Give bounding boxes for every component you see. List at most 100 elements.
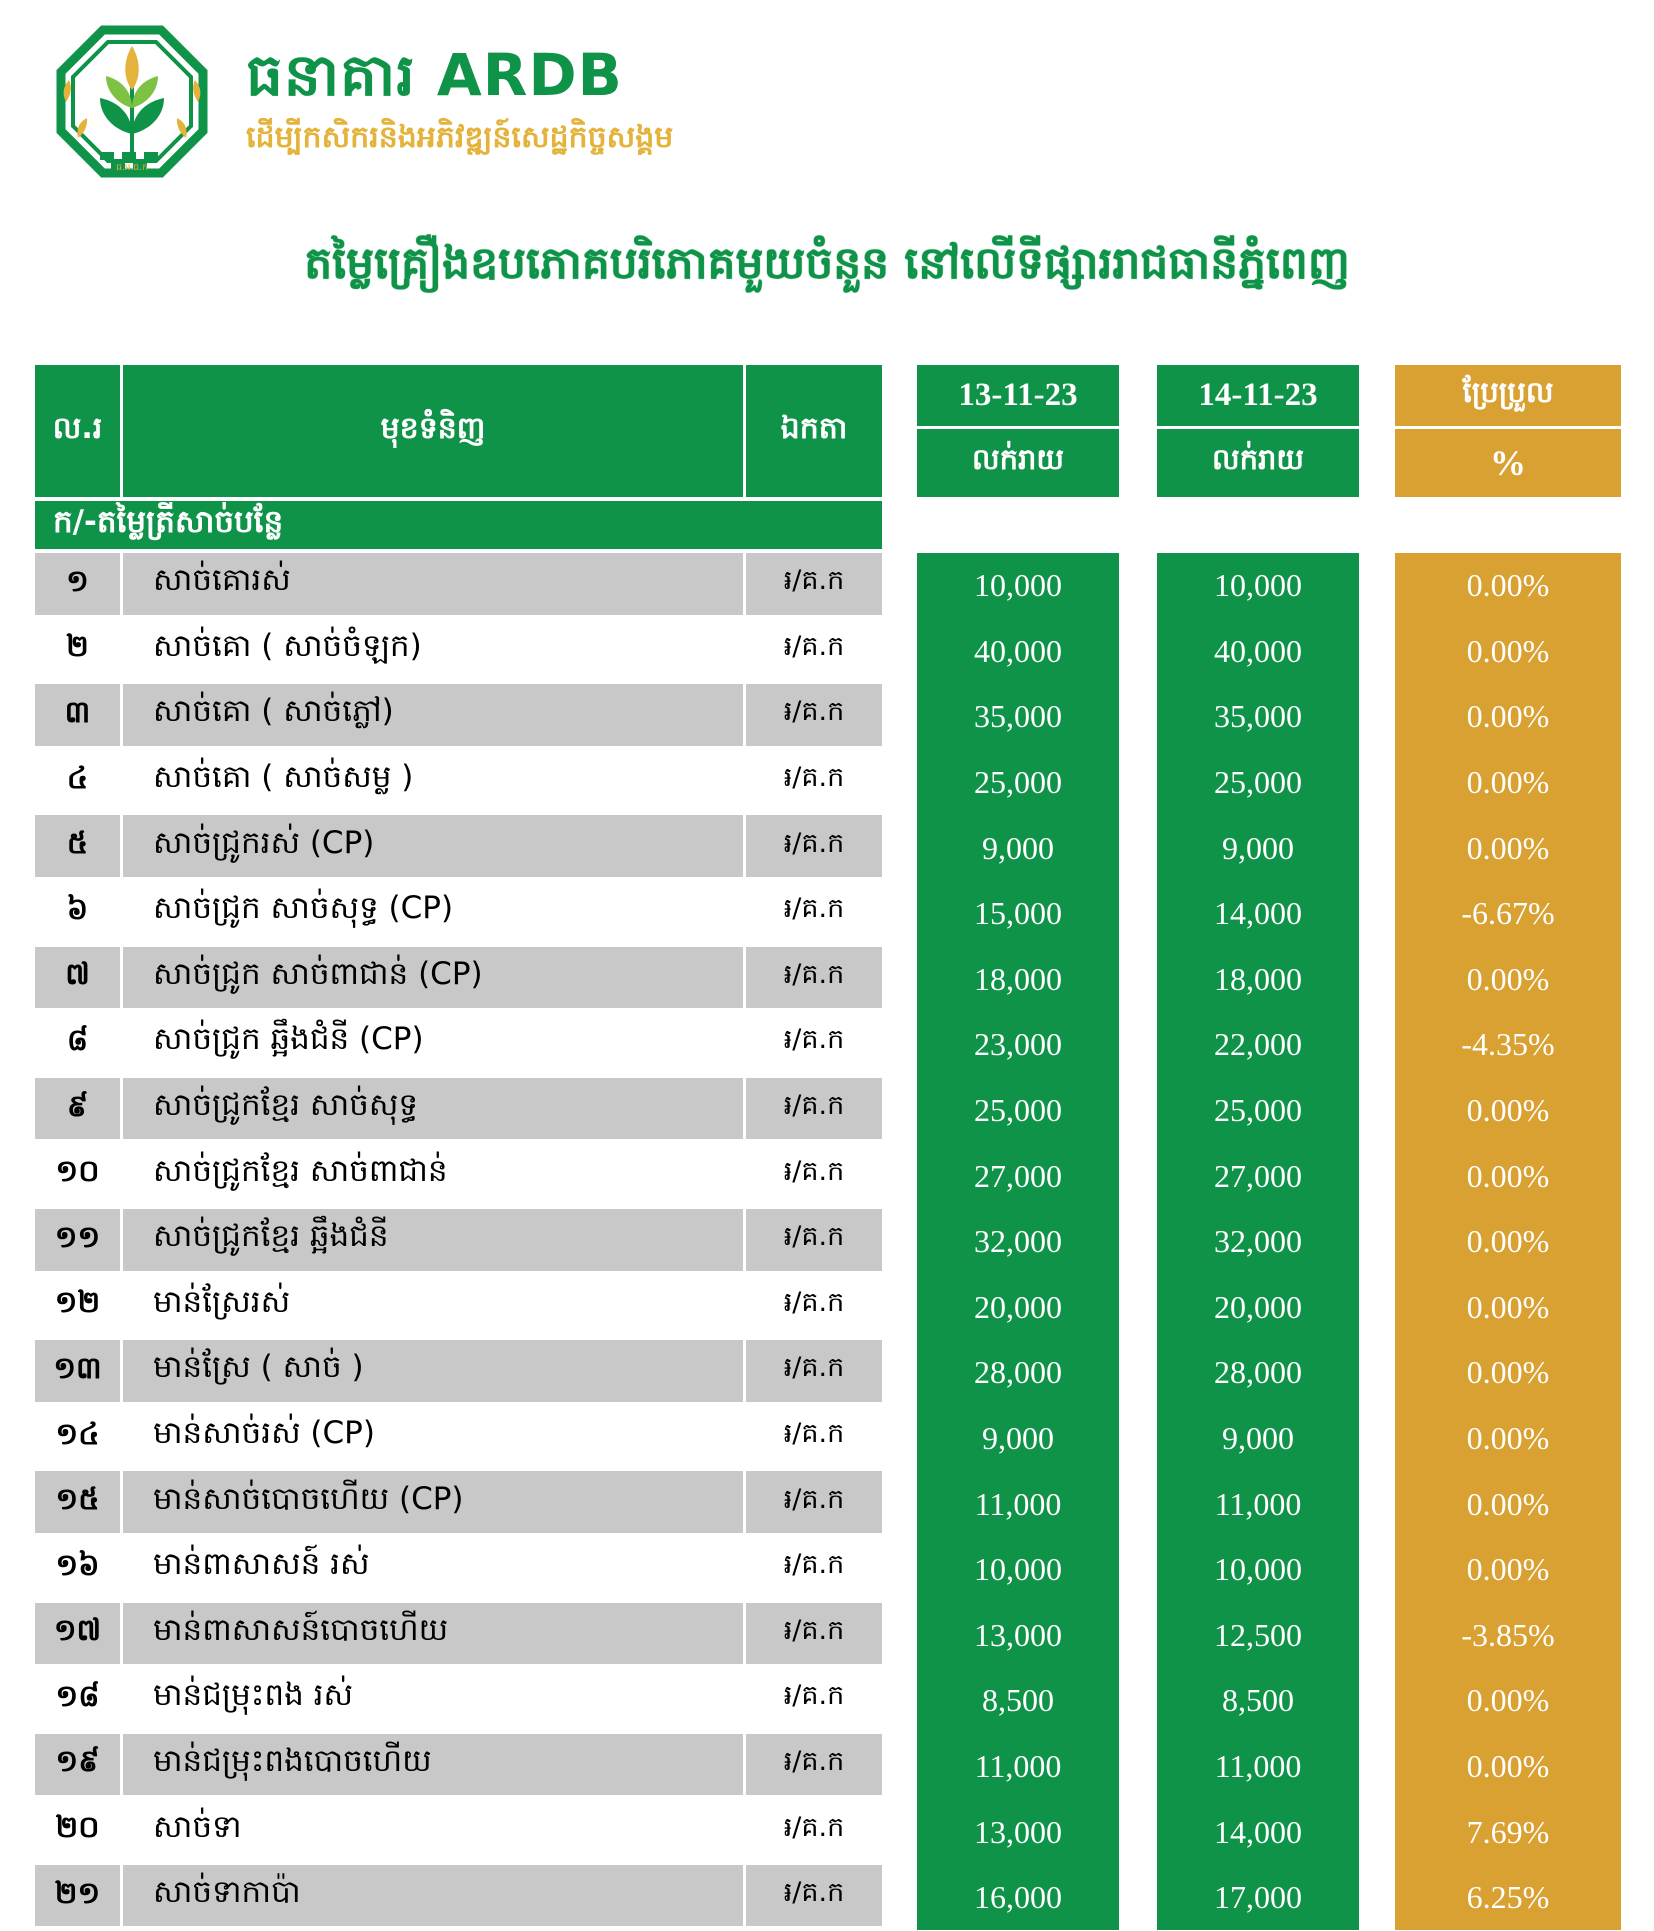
price-date2: 28,000 bbox=[1157, 1340, 1359, 1406]
change-percent: 7.69% bbox=[1395, 1799, 1621, 1865]
table-row: ៩ សាច់ជ្រូកខ្មែរ សាច់សុទ្ធ ៛/គ.ក 25,000 … bbox=[35, 1077, 1621, 1144]
price-date1: 23,000 bbox=[917, 1012, 1119, 1078]
item-unit: ៛/គ.ក bbox=[746, 815, 882, 881]
item-unit: ៛/គ.ក bbox=[746, 749, 882, 816]
brand-tagline: ដើម្បីកសិករនិងអភិវឌ្ឍន៍សេដ្ឋកិច្ចសង្គម bbox=[246, 120, 674, 156]
item-name: មាន់សាច់រស់ (CP) bbox=[123, 1405, 743, 1472]
item-unit: ៛/គ.ក bbox=[746, 1012, 882, 1078]
change-percent: -6.67% bbox=[1395, 880, 1621, 947]
table-row: ១១ សាច់ជ្រូកខ្មែរ ឆ្អឹងជំនី ៛/គ.ក 32,000… bbox=[35, 1208, 1621, 1275]
price-date1: 10,000 bbox=[917, 1536, 1119, 1603]
change-percent: 0.00% bbox=[1395, 749, 1621, 816]
change-percent: 0.00% bbox=[1395, 1733, 1621, 1800]
price-date2: 17,000 bbox=[1157, 1864, 1359, 1931]
price-date1: 20,000 bbox=[917, 1274, 1119, 1341]
item-unit: ៛/គ.ក bbox=[746, 1733, 882, 1800]
section-header: ក/-តម្លៃត្រីសាច់បន្លែ bbox=[35, 501, 882, 549]
leaf-left bbox=[106, 76, 132, 108]
table-row: ១០ សាច់ជ្រូកខ្មែរ សាច់ពាជាន់ ៛/គ.ក 27,00… bbox=[35, 1143, 1621, 1209]
table-row: ១៩ មាន់ជម្រុះពងបោចហើយ ៛/គ.ក 11,000 11,00… bbox=[35, 1733, 1621, 1800]
price-date1: 27,000 bbox=[917, 1143, 1119, 1209]
table-row: ១៦ មាន់ពាសាសន៍ រស់ ៛/គ.ក 10,000 10,000 0… bbox=[35, 1536, 1621, 1603]
item-name: សាច់ទាកាប៉ា bbox=[123, 1864, 743, 1931]
item-unit: ៛/គ.ក bbox=[746, 1077, 882, 1144]
price-date2: 12,500 bbox=[1157, 1602, 1359, 1669]
change-percent: 0.00% bbox=[1395, 1340, 1621, 1406]
price-date2: 35,000 bbox=[1157, 684, 1359, 750]
table-row: ១៤ មាន់សាច់រស់ (CP) ៛/គ.ក 9,000 9,000 0.… bbox=[35, 1405, 1621, 1472]
row-number: ២១ bbox=[35, 1864, 120, 1931]
table-row: ១ សាច់គោរស់ ៛/គ.ក 10,000 10,000 0.00% bbox=[35, 553, 1621, 619]
change-percent: 0.00% bbox=[1395, 1143, 1621, 1209]
wheat-sprig-left bbox=[63, 80, 71, 102]
price-date1: 16,000 bbox=[917, 1864, 1119, 1931]
price-date2: 18,000 bbox=[1157, 946, 1359, 1013]
price-date1: 28,000 bbox=[917, 1340, 1119, 1406]
row-number: ១ bbox=[35, 553, 120, 619]
row-number: ២ bbox=[35, 618, 120, 685]
change-percent: 0.00% bbox=[1395, 946, 1621, 1013]
header-retail2: លក់រាយ bbox=[1211, 442, 1305, 476]
item-unit: ៛/គ.ក bbox=[746, 684, 882, 750]
item-name: មាន់ស្រែរស់ bbox=[123, 1274, 743, 1341]
change-percent: 0.00% bbox=[1395, 684, 1621, 750]
item-name: សាច់ជ្រូក សាច់សុទ្ធ (CP) bbox=[123, 880, 743, 947]
item-name: មាន់ពាសាសន៍ រស់ bbox=[123, 1536, 743, 1603]
table-row: ៦ សាច់ជ្រូក សាច់សុទ្ធ (CP) ៛/គ.ក 15,000 … bbox=[35, 880, 1621, 947]
change-percent: 0.00% bbox=[1395, 618, 1621, 685]
item-unit: ៛/គ.ក bbox=[746, 618, 882, 685]
table-row: ១៣ មាន់ស្រែ ( សាច់ ) ៛/គ.ក 28,000 28,000… bbox=[35, 1340, 1621, 1406]
price-date2: 10,000 bbox=[1157, 1536, 1359, 1603]
brand-name: ធនាគារ ARDB bbox=[246, 40, 623, 109]
row-number: ១៧ bbox=[35, 1602, 120, 1669]
header-unit: ឯកតា bbox=[746, 365, 882, 497]
price-date1: 8,500 bbox=[917, 1668, 1119, 1734]
header-item: មុខទំនិញ bbox=[123, 365, 743, 497]
price-date1: 15,000 bbox=[917, 880, 1119, 947]
item-name: សាច់គោ ( សាច់ចំឡក) bbox=[123, 618, 743, 685]
item-unit: ៛/គ.ក bbox=[746, 1340, 882, 1406]
item-name: សាច់គោ ( សាច់ភ្លៅ) bbox=[123, 684, 743, 750]
table-body: ១ សាច់គោរស់ ៛/គ.ក 10,000 10,000 0.00% ២ … bbox=[35, 553, 1621, 1931]
row-number: ១៣ bbox=[35, 1340, 120, 1406]
table-row: ២១ សាច់ទាកាប៉ា ៛/គ.ក 16,000 17,000 6.25% bbox=[35, 1864, 1621, 1931]
logo-initials: ធ.អ.ជ.ក bbox=[116, 163, 148, 173]
price-date1: 18,000 bbox=[917, 946, 1119, 1013]
price-date1: 32,000 bbox=[917, 1208, 1119, 1275]
change-percent: 0.00% bbox=[1395, 1208, 1621, 1275]
table-row: ៣ សាច់គោ ( សាច់ភ្លៅ) ៛/គ.ក 35,000 35,000… bbox=[35, 684, 1621, 750]
price-date2: 20,000 bbox=[1157, 1274, 1359, 1341]
price-date2: 9,000 bbox=[1157, 815, 1359, 881]
price-date2: 32,000 bbox=[1157, 1208, 1359, 1275]
table-header-row: ល.រ មុខទំនិញ ឯកតា 13-11-23 លក់រាយ 14-11-… bbox=[35, 365, 1621, 497]
price-date2: 22,000 bbox=[1157, 1012, 1359, 1078]
price-date1: 10,000 bbox=[917, 553, 1119, 619]
item-name: សាច់ទា bbox=[123, 1799, 743, 1865]
row-number: ១៦ bbox=[35, 1536, 120, 1603]
header-change-block: ប្រែប្រួល % bbox=[1395, 365, 1621, 497]
item-unit: ៛/គ.ក bbox=[746, 880, 882, 947]
price-date2: 14,000 bbox=[1157, 880, 1359, 947]
row-number: ១៤ bbox=[35, 1405, 120, 1472]
item-unit: ៛/គ.ក bbox=[746, 1405, 882, 1472]
header-date2: 14-11-23 bbox=[1157, 365, 1359, 429]
price-date1: 35,000 bbox=[917, 684, 1119, 750]
item-unit: ៛/គ.ក bbox=[746, 1799, 882, 1865]
price-date2: 14,000 bbox=[1157, 1799, 1359, 1865]
item-unit: ៛/គ.ក bbox=[746, 1602, 882, 1669]
brand-text: ធនាគារ ARDB ដើម្បីកសិករនិងអភិវឌ្ឍន៍សេដ្ឋ… bbox=[246, 40, 674, 163]
row-number: ១១ bbox=[35, 1208, 120, 1275]
wheat-sprig-right bbox=[193, 80, 201, 102]
row-number: ៨ bbox=[35, 1012, 120, 1078]
item-name: សាច់ជ្រូក ឆ្អឹងជំនី (CP) bbox=[123, 1012, 743, 1078]
change-percent: 0.00% bbox=[1395, 1274, 1621, 1341]
item-name: សាច់ជ្រូកខ្មែរ សាច់ពាជាន់ bbox=[123, 1143, 743, 1209]
change-percent: -3.85% bbox=[1395, 1602, 1621, 1669]
price-date1: 25,000 bbox=[917, 1077, 1119, 1144]
price-date2: 25,000 bbox=[1157, 1077, 1359, 1144]
item-unit: ៛/គ.ក bbox=[746, 1143, 882, 1209]
price-date2: 11,000 bbox=[1157, 1471, 1359, 1537]
header-percent: % bbox=[1490, 443, 1526, 483]
header-retail1: លក់រាយ bbox=[971, 442, 1065, 476]
